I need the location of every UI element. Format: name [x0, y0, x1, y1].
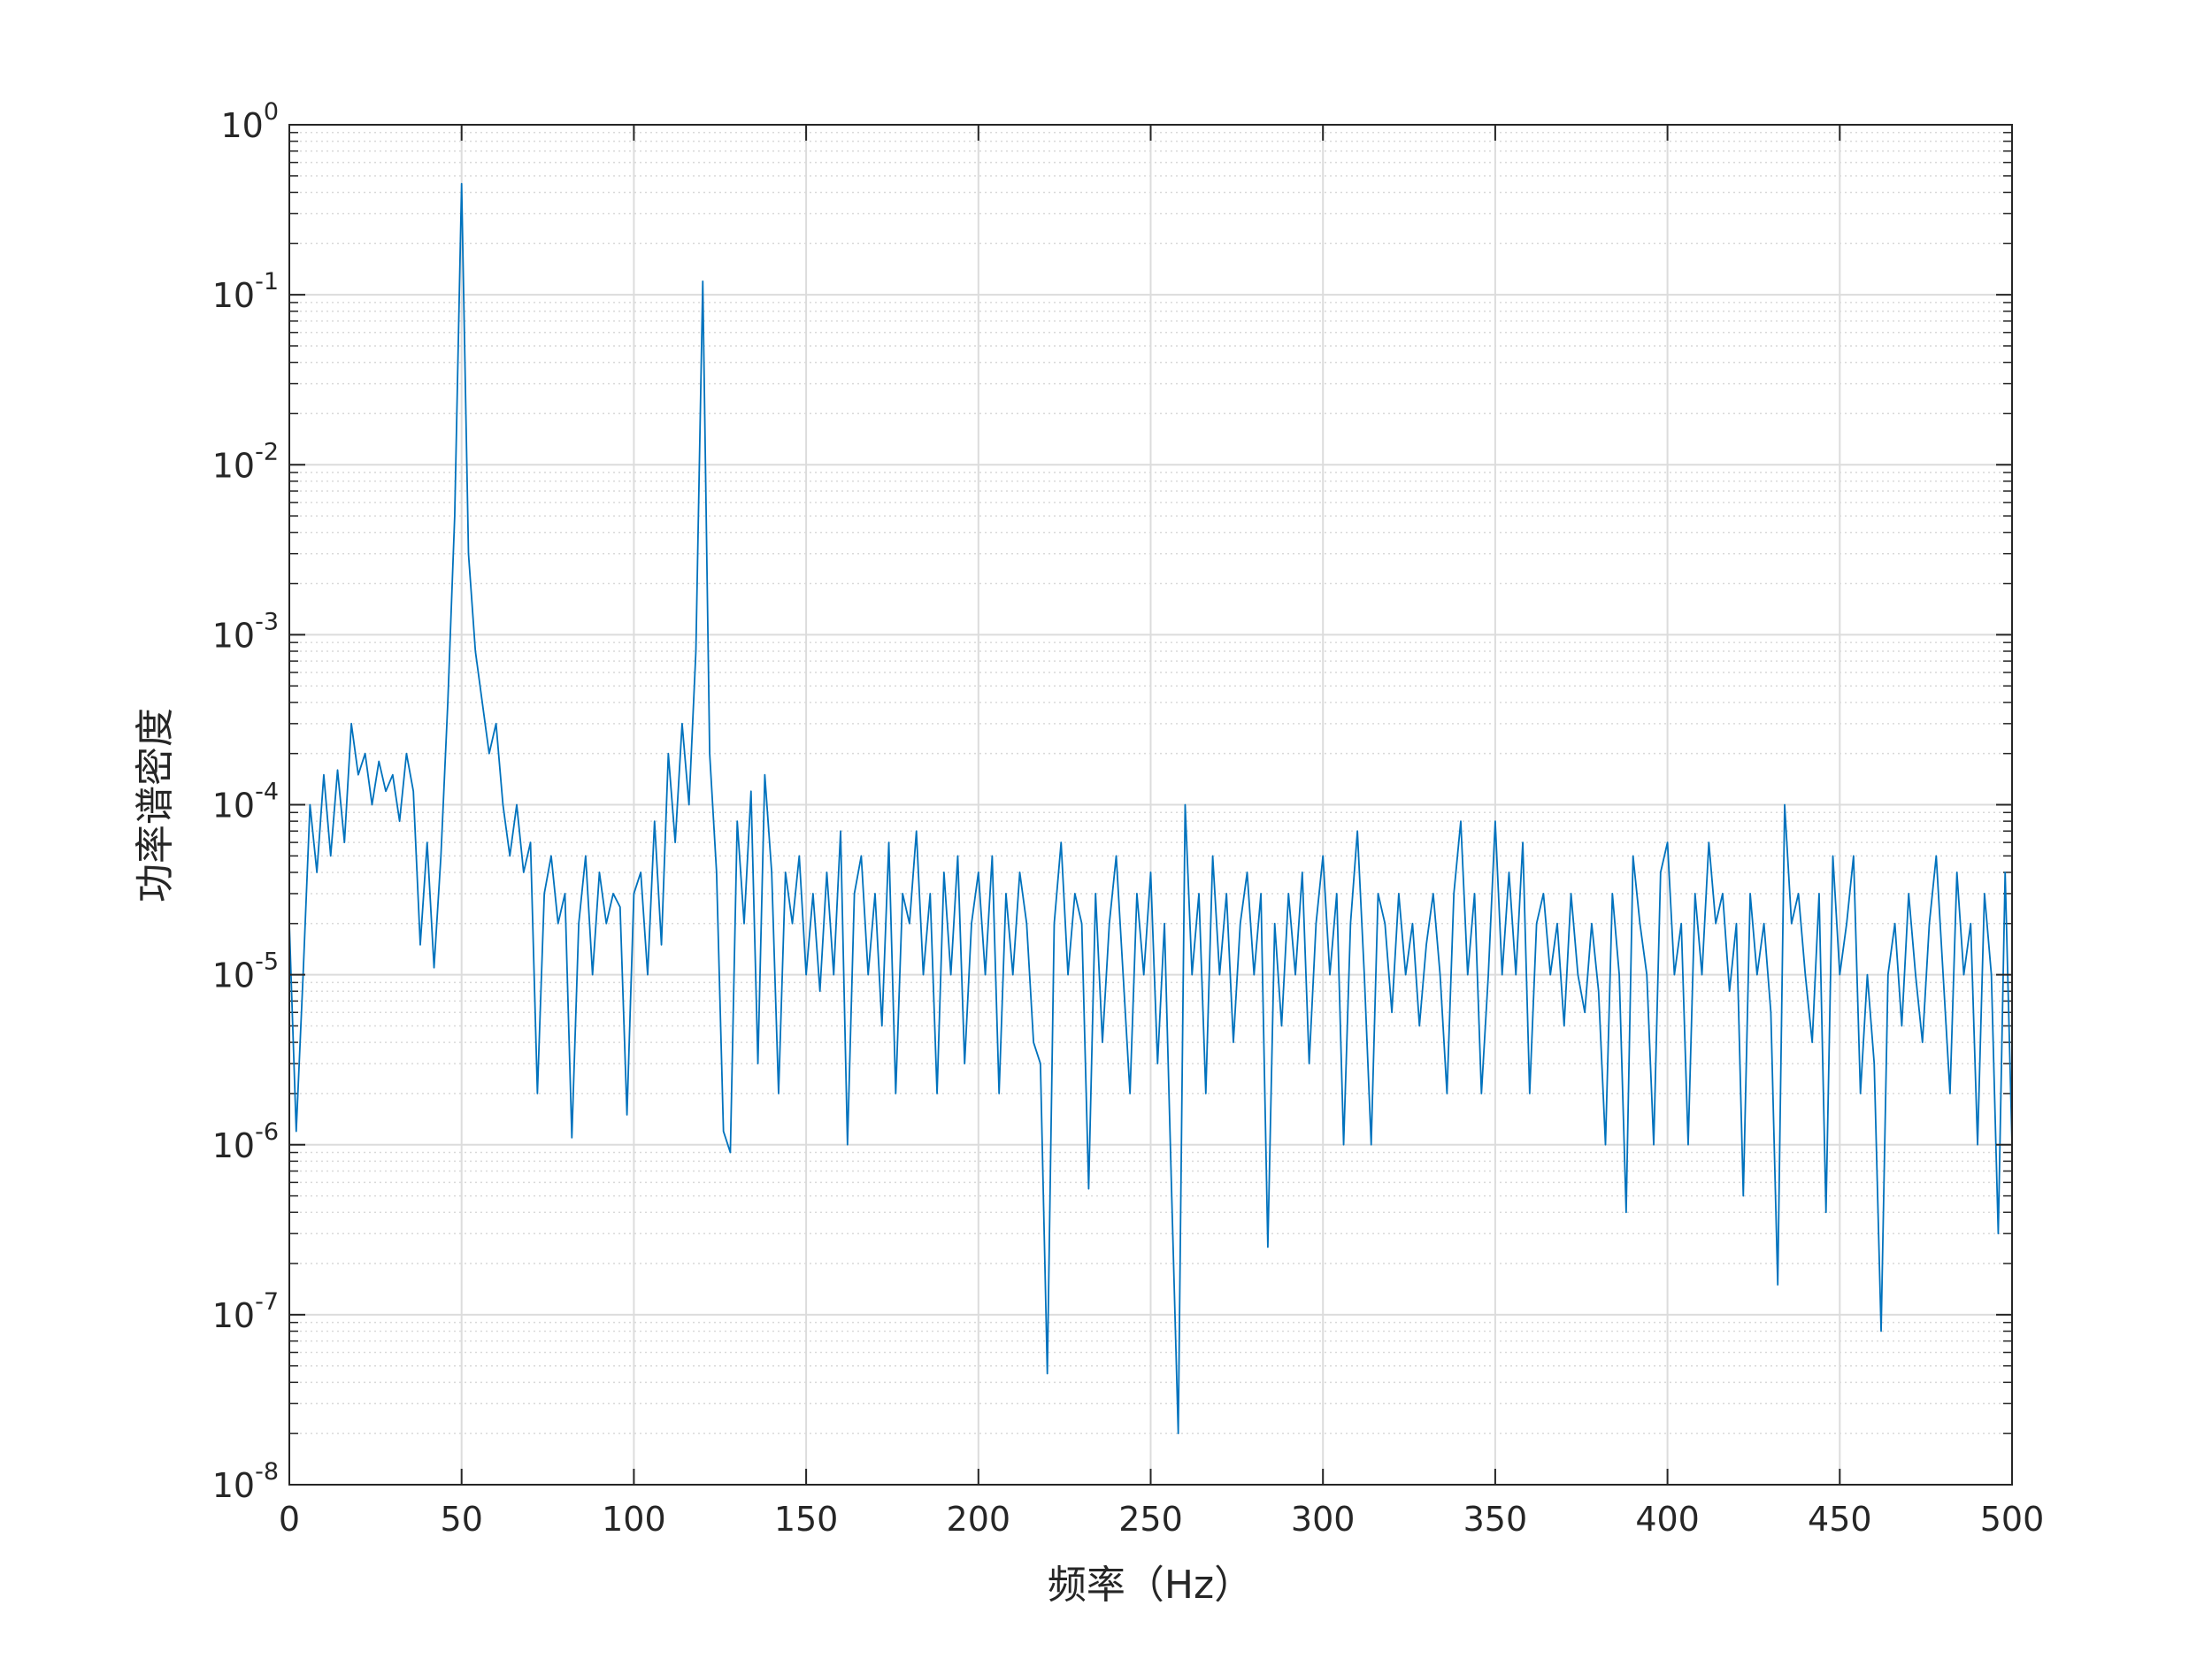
- x-tick-label: 400: [1635, 1500, 1700, 1539]
- x-tick-label: 450: [1808, 1500, 1872, 1539]
- y-tick-base: 10: [212, 1296, 255, 1335]
- y-tick-exponent: -6: [255, 1118, 279, 1146]
- x-tick-label: 150: [774, 1500, 839, 1539]
- y-tick-label: 100: [220, 98, 279, 145]
- y-tick-exponent: -3: [255, 608, 279, 635]
- y-tick-base: 10: [212, 276, 255, 315]
- y-tick-label: 10-1: [212, 268, 279, 315]
- y-tick-base: 10: [212, 446, 255, 485]
- y-tick-base: 10: [212, 956, 255, 995]
- y-tick-base: 10: [212, 1126, 255, 1165]
- y-tick-base: 10: [212, 616, 255, 655]
- y-axis-label: 功率谱密度: [133, 708, 178, 902]
- y-tick-base: 10: [212, 1466, 255, 1505]
- x-axis-label: 频率（Hz）: [1048, 1563, 1253, 1608]
- y-tick-exponent: -5: [255, 949, 279, 976]
- y-tick-label: 10-7: [212, 1288, 279, 1335]
- y-tick-exponent: -8: [255, 1458, 279, 1486]
- y-tick-label: 10-6: [212, 1118, 279, 1165]
- y-tick-label: 10-5: [212, 949, 279, 995]
- y-tick-label: 10-4: [212, 779, 279, 826]
- y-tick-exponent: 0: [264, 98, 279, 126]
- x-tick-label: 100: [602, 1500, 666, 1539]
- x-tick-label: 250: [1118, 1500, 1183, 1539]
- y-tick-label: 10-2: [212, 438, 279, 485]
- y-tick-exponent: -2: [255, 438, 279, 465]
- y-tick-base: 10: [220, 106, 263, 145]
- data-line: [288, 182, 2013, 1435]
- x-tick-label: 0: [279, 1500, 300, 1539]
- y-tick-exponent: -1: [255, 268, 279, 296]
- y-tick-exponent: -7: [255, 1288, 279, 1316]
- x-tick-label: 350: [1463, 1500, 1528, 1539]
- y-tick-exponent: -4: [255, 779, 279, 806]
- y-tick-label: 10-8: [212, 1458, 279, 1505]
- x-tick-label: 500: [1980, 1500, 2045, 1539]
- y-tick-base: 10: [212, 787, 255, 826]
- y-tick-label: 10-3: [212, 608, 279, 655]
- x-tick-label: 50: [441, 1500, 483, 1539]
- x-tick-label: 200: [947, 1500, 1011, 1539]
- x-tick-label: 300: [1291, 1500, 1356, 1539]
